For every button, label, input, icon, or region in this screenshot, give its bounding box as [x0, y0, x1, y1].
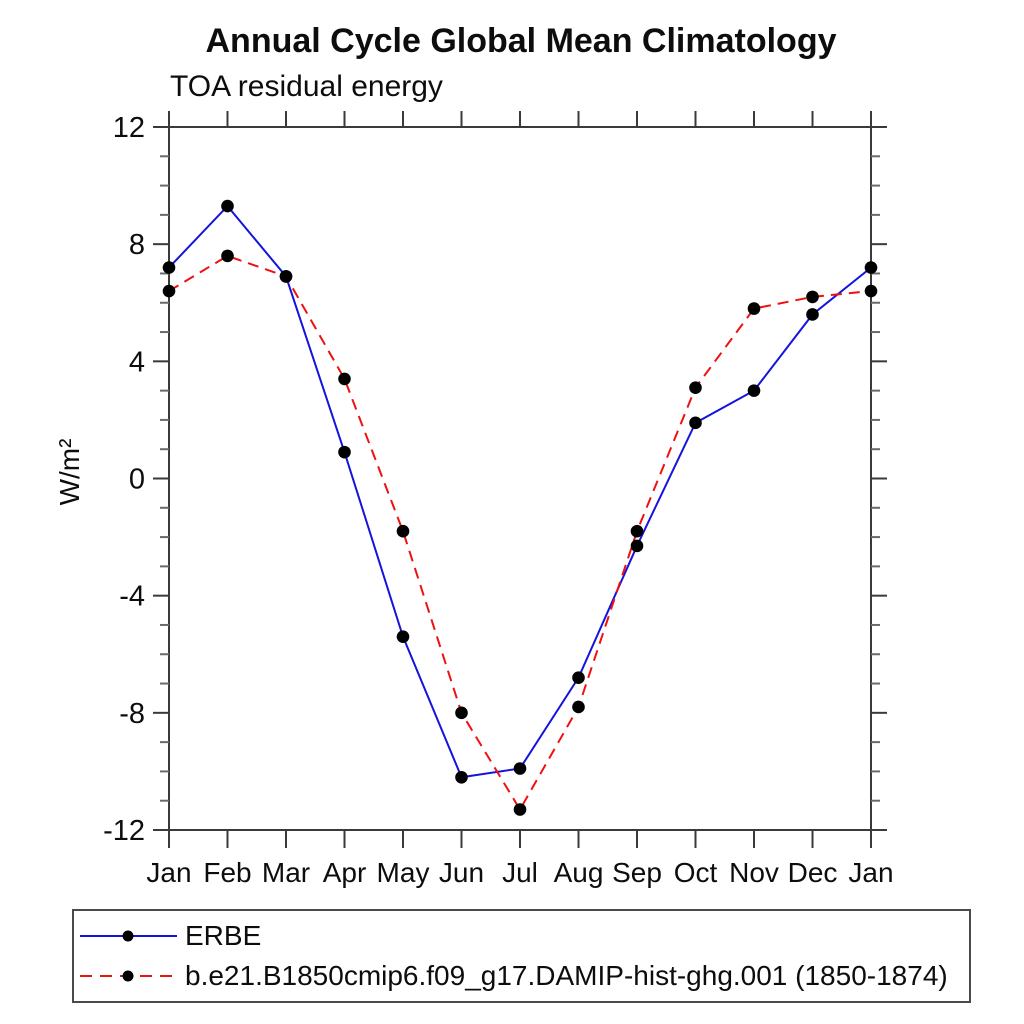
series-marker-1 — [279, 270, 293, 283]
series-marker-0 — [864, 261, 878, 274]
legend-item-model: b.e21.B1850cmip6.f09_g17.DAMIP-hist-ghg.… — [77, 960, 948, 991]
y-tick-label: -8 — [119, 698, 145, 730]
series-marker-1 — [162, 284, 176, 298]
legend-line-sample-model — [80, 970, 177, 982]
series-marker-1 — [572, 700, 585, 714]
x-tick-label: Jan — [146, 857, 191, 888]
series-marker-1 — [221, 249, 234, 263]
x-tick-label: Oct — [674, 857, 718, 888]
y-tick-label: -4 — [119, 581, 145, 613]
x-tick-label: Apr — [323, 857, 367, 888]
series-marker-0 — [572, 671, 585, 684]
series-marker-0 — [513, 762, 527, 775]
series-marker-1 — [338, 372, 351, 386]
y-tick-label: 4 — [129, 346, 145, 378]
x-tick-label: Jun — [439, 857, 484, 888]
x-tick-label: Nov — [729, 857, 779, 888]
y-tick-label: -12 — [103, 815, 145, 847]
series-marker-1 — [864, 284, 878, 298]
x-tick-label: Feb — [203, 857, 251, 888]
series-marker-1 — [747, 302, 761, 315]
x-tick-label: Jan — [848, 857, 893, 888]
series-marker-1 — [455, 706, 468, 720]
legend-label-model: b.e21.B1850cmip6.f09_g17.DAMIP-hist-ghg.… — [185, 960, 948, 991]
x-tick-label: Aug — [554, 857, 604, 888]
x-tick-label: Mar — [262, 857, 310, 888]
series-marker-0 — [455, 770, 468, 784]
series-marker-0 — [221, 199, 234, 213]
legend-line-sample-erbe — [80, 930, 177, 942]
series-marker-0 — [630, 539, 644, 553]
x-tick-label: May — [377, 857, 430, 888]
legend-label-erbe: ERBE — [185, 920, 262, 951]
legend-item-erbe: ERBE — [77, 920, 262, 951]
series-marker-0 — [806, 308, 819, 321]
series-line-1 — [168, 254, 872, 812]
series-marker-1 — [396, 524, 410, 538]
series-line-0 — [168, 204, 872, 779]
y-tick-label: 12 — [113, 112, 145, 144]
series-marker-1 — [513, 803, 527, 816]
chart-title: Annual Cycle Global Mean Climatology — [205, 22, 837, 60]
series-marker-1 — [689, 381, 702, 394]
y-tick-label: 0 — [129, 464, 145, 496]
plot-frame — [168, 126, 872, 831]
x-tick-label: Jul — [502, 857, 538, 888]
chart-subtitle: TOA residual energy — [170, 70, 443, 103]
series-marker-0 — [162, 261, 176, 274]
series-marker-0 — [338, 445, 351, 459]
y-tick-label: 8 — [129, 229, 145, 261]
series-marker-1 — [806, 290, 819, 304]
series-marker-0 — [689, 416, 702, 430]
series-marker-0 — [747, 384, 761, 397]
series-marker-0 — [396, 630, 410, 643]
legend: ERBE b.e21.B1850cmip6.f09_g17.DAMIP-hist… — [72, 909, 971, 1003]
x-tick-label: Sep — [612, 857, 662, 888]
x-tick-label: Dec — [788, 857, 838, 888]
series-marker-1 — [630, 524, 644, 538]
